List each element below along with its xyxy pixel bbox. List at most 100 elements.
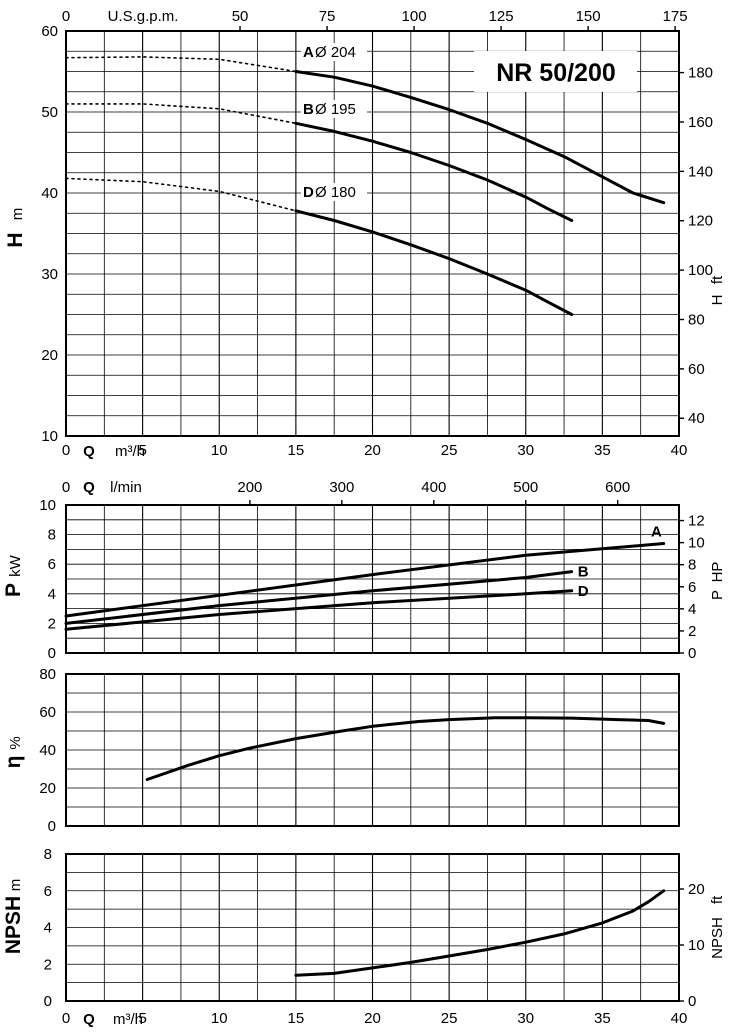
eff-ytick-label: 0 <box>48 818 56 835</box>
head-xtick-label: 0 <box>62 442 70 459</box>
eff-y-axis-label: η <box>2 756 25 769</box>
power-x-axis-unit: l/min <box>110 479 142 496</box>
npsh-ytick-label: 8 <box>44 846 52 863</box>
power-xtick-label: 0 <box>62 479 70 496</box>
head-x2tick-label: 175 <box>663 8 688 25</box>
head-y2tick-label: 60 <box>688 361 705 378</box>
head-x-axis-label: Q <box>83 443 95 460</box>
eff-ytick-label: 80 <box>39 666 56 683</box>
head-xtick-label: 15 <box>288 442 305 459</box>
model-title: NR 50/200 <box>496 59 616 87</box>
power-curve-label-A: A <box>651 523 662 540</box>
head-y2tick-label: 80 <box>688 311 705 328</box>
head-ytick-label: 20 <box>41 347 58 364</box>
head-y2tick-label: 100 <box>688 262 713 279</box>
npsh-xtick-label: 30 <box>517 1010 534 1027</box>
head-ytick-label: 10 <box>41 428 58 445</box>
head-panel: 10 20 30 40 50 60 40 60 80 100 120 140 160 180 0 5 10 15 2… <box>4 8 726 460</box>
npsh-y-axis-label: NPSH <box>2 896 25 954</box>
curve-label-bg <box>301 43 367 61</box>
npsh-xtick-label: 0 <box>62 1010 70 1027</box>
power-curve-B <box>64 570 574 625</box>
head-y2tick-label: 160 <box>688 114 713 131</box>
power-ytick-label: 2 <box>48 615 56 632</box>
head-curve-D <box>294 209 574 316</box>
head-x2tick-label: 0 <box>62 8 70 25</box>
efficiency-panel: 0 20 40 60 80 η% <box>2 666 680 835</box>
npsh-x-axis-unit: m³/h <box>113 1011 143 1028</box>
npsh-ytick-label: 0 <box>44 993 52 1010</box>
npsh-plot-frame <box>65 853 680 1002</box>
power-y2tick-label: 12 <box>688 513 705 530</box>
head-xtick-label: 40 <box>671 442 688 459</box>
npsh-y2tick-label: 10 <box>688 937 705 954</box>
head-x2tick-label: 150 <box>576 8 601 25</box>
head-curve-A <box>294 70 666 205</box>
power-ytick-label: 10 <box>39 497 56 514</box>
eff-ytick-label: 60 <box>39 704 56 721</box>
eff-ytick-label: 40 <box>39 742 56 759</box>
efficiency-curve <box>145 716 666 781</box>
power-y-axis-label: P <box>2 583 25 597</box>
head-xtick-label: 5 <box>138 442 146 459</box>
power-y2tick-label: 2 <box>688 623 696 640</box>
head-ytick-label: 30 <box>41 266 58 283</box>
head-xtick-label: 25 <box>441 442 458 459</box>
npsh-y-axis-unit: m <box>7 879 24 892</box>
head-curve-diameter-B: Ø 195 <box>315 101 356 118</box>
head-x2tick-label: 75 <box>319 8 336 25</box>
head-ytick-label: 50 <box>41 104 58 121</box>
head-xtick-label: 30 <box>517 442 534 459</box>
eff-plot-frame <box>65 673 680 827</box>
npsh-xtick-label: 20 <box>364 1010 381 1027</box>
head-curve-label-D: D <box>303 184 314 201</box>
power-plot-frame <box>65 504 680 654</box>
head-curve-D-dotted <box>65 177 297 212</box>
power-xtick-label: 300 <box>329 479 354 496</box>
npsh-xtick-label: 10 <box>211 1010 228 1027</box>
head-x2tick-label: 125 <box>489 8 514 25</box>
head-curve-A-dotted <box>65 56 297 73</box>
head-ytick-label: 40 <box>41 185 58 202</box>
npsh-y2-axis-label: NPSH <box>709 917 726 959</box>
head-x-axis-unit: m³/h <box>115 443 145 460</box>
head-y-axis-label: H <box>4 232 27 247</box>
eff-ytick-label: 20 <box>39 780 56 797</box>
head-y2tick-label: 140 <box>688 163 713 180</box>
npsh-y2tick-label: 0 <box>688 993 696 1010</box>
head-x2tick-label: 100 <box>402 8 427 25</box>
eff-y-axis-unit: % <box>7 736 24 749</box>
title-box <box>474 51 637 92</box>
power-y2tick-label: 0 <box>688 645 696 662</box>
power-ytick-label: 4 <box>48 586 56 603</box>
npsh-xtick-label: 25 <box>441 1010 458 1027</box>
npsh-ytick-label: 2 <box>44 956 52 973</box>
head-curve-diameter-A: Ø 204 <box>315 44 356 61</box>
head-curve-B <box>294 121 574 222</box>
npsh-xtick-label: 5 <box>138 1010 146 1027</box>
head-ytick-label: 60 <box>41 23 58 40</box>
curve-label-bg <box>301 183 367 201</box>
power-curve-D <box>64 589 574 631</box>
power-y2tick-label: 8 <box>688 557 696 574</box>
head-xtick-label: 20 <box>364 442 381 459</box>
head-curve-B-dotted <box>65 103 297 125</box>
power-curve-label-D: D <box>578 583 589 600</box>
npsh-curve <box>294 889 666 977</box>
power-ytick-label: 8 <box>48 527 56 544</box>
power-xtick-label: 600 <box>605 479 630 496</box>
power-curve-A <box>64 542 666 618</box>
power-curve-label-B: B <box>578 564 589 581</box>
power-x-axis-label: Q <box>83 479 95 496</box>
npsh-xtick-label: 15 <box>288 1010 305 1027</box>
head-y2tick-label: 180 <box>688 65 713 82</box>
npsh-xtick-label: 35 <box>594 1010 611 1027</box>
power-xtick-label: 500 <box>513 479 538 496</box>
head-x2-axis-label: U.S.g.p.m. <box>108 8 179 25</box>
power-ytick-label: 6 <box>48 556 56 573</box>
npsh-panel: 0 2 4 6 8 0 10 20 0 5 10 15 20 25 30 35 40 Q m³/h NPSH m NPSH… <box>2 846 726 1028</box>
npsh-y2-axis-unit: ft <box>709 895 726 904</box>
npsh-y2tick-label: 20 <box>688 881 705 898</box>
npsh-x-axis-label: Q <box>83 1011 95 1028</box>
